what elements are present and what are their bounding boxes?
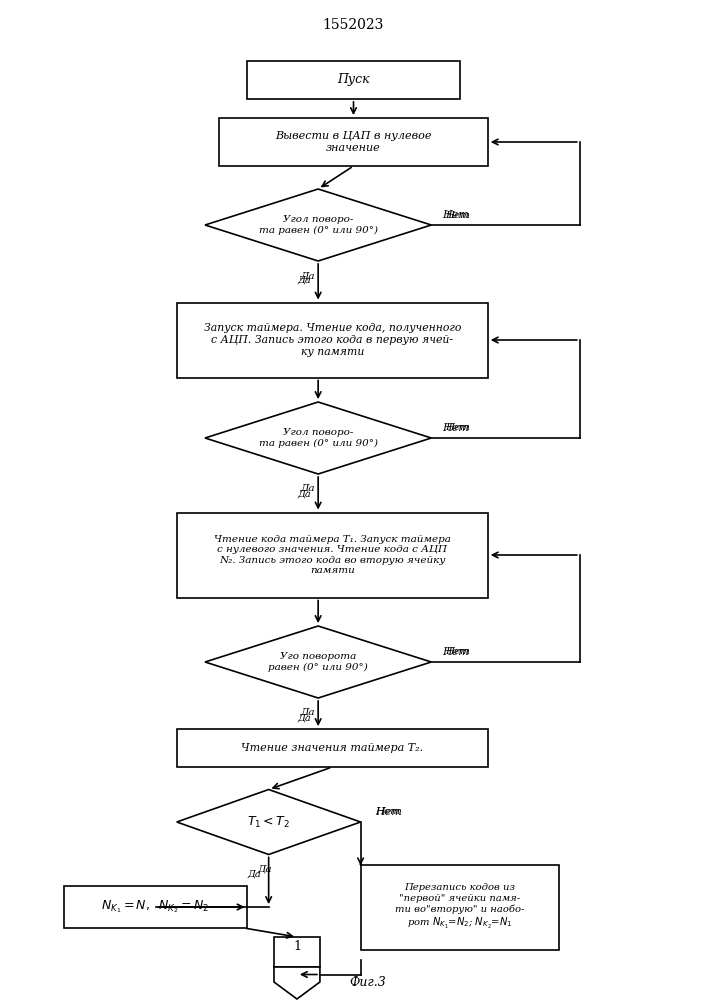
Text: Нет: Нет xyxy=(442,210,469,220)
Polygon shape xyxy=(205,402,431,474)
Polygon shape xyxy=(205,626,431,698)
Text: $T_1 < T_2$: $T_1 < T_2$ xyxy=(247,814,291,830)
Text: Нет: Нет xyxy=(442,423,469,433)
Text: Фиг.3: Фиг.3 xyxy=(349,976,386,988)
FancyBboxPatch shape xyxy=(177,512,488,597)
Text: Да: Да xyxy=(300,708,315,717)
Text: $N_{K_1}=N,\;\;N_{K_2}=N_2$: $N_{K_1}=N,\;\;N_{K_2}=N_2$ xyxy=(101,899,210,915)
Polygon shape xyxy=(205,189,431,261)
FancyBboxPatch shape xyxy=(177,729,488,767)
Text: 1: 1 xyxy=(293,940,301,954)
Text: Да: Да xyxy=(300,484,315,493)
Text: Чтение значения таймера T₂.: Чтение значения таймера T₂. xyxy=(241,743,423,753)
Text: Да: Да xyxy=(297,276,311,285)
Text: Нет: Нет xyxy=(445,211,470,220)
FancyBboxPatch shape xyxy=(247,61,460,99)
Text: Угол поворо-
та равен (0° или 90°): Угол поворо- та равен (0° или 90°) xyxy=(259,428,378,448)
Text: Нет: Нет xyxy=(375,807,402,817)
Text: Угол поворо-
та равен (0° или 90°): Угол поворо- та равен (0° или 90°) xyxy=(259,215,378,235)
FancyBboxPatch shape xyxy=(177,302,488,377)
Text: Нет: Нет xyxy=(442,647,469,657)
Polygon shape xyxy=(274,967,320,999)
Text: Запуск таймера. Чтение кода, полученного
с АЦП. Запись этого кода в первую ячей-: Запуск таймера. Чтение кода, полученного… xyxy=(204,323,461,357)
Polygon shape xyxy=(177,790,361,854)
Text: Вывести в ЦАП в нулевое
значение: Вывести в ЦАП в нулевое значение xyxy=(275,131,432,153)
FancyBboxPatch shape xyxy=(219,118,488,166)
Text: Пуск: Пуск xyxy=(337,74,370,87)
Text: Нет: Нет xyxy=(375,808,399,816)
Text: Уго поворота
равен (0° или 90°): Уго поворота равен (0° или 90°) xyxy=(268,652,368,672)
Text: 1552023: 1552023 xyxy=(323,18,384,32)
Text: Перезапись кодов из
"первой" ячейки памя-
ти во"вторую" и наобо-
рот $N_{K_1}$=$: Перезапись кодов из "первой" ячейки памя… xyxy=(395,883,524,931)
Text: Нет: Нет xyxy=(445,648,470,656)
Text: Чтение кода таймера T₁. Запуск таймера
с нулевого значения. Чтение кода с АЦП
N₂: Чтение кода таймера T₁. Запуск таймера с… xyxy=(214,535,451,575)
Text: Да: Да xyxy=(297,489,311,498)
Text: Да: Да xyxy=(297,713,311,722)
Text: Да: Да xyxy=(300,271,315,280)
FancyBboxPatch shape xyxy=(361,864,559,950)
Text: Да: Да xyxy=(247,869,262,879)
FancyBboxPatch shape xyxy=(64,886,247,928)
Text: Да: Да xyxy=(258,864,272,874)
Text: Нет: Нет xyxy=(445,423,470,432)
FancyBboxPatch shape xyxy=(274,937,320,967)
